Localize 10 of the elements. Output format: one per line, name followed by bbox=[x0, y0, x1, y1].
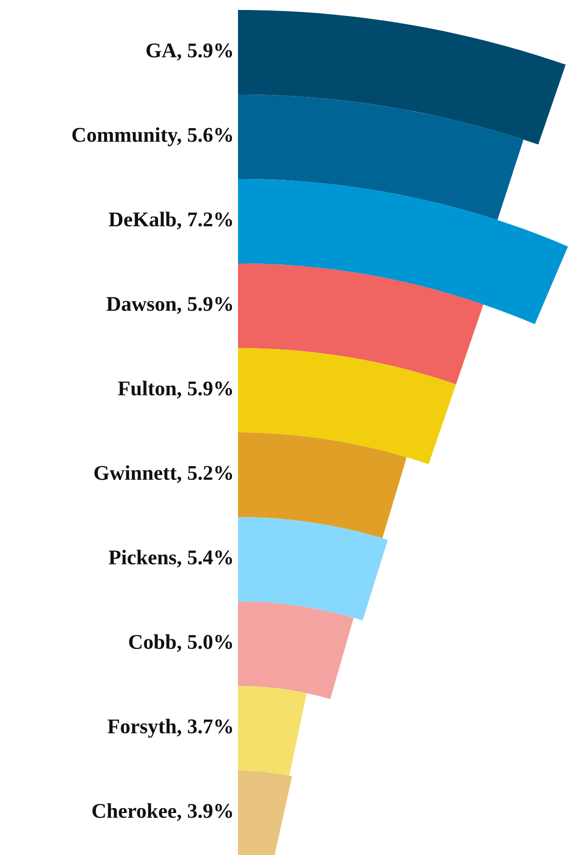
data-label: Cobb, 5.0% bbox=[129, 634, 232, 652]
data-label: Community, 5.6% bbox=[72, 127, 232, 146]
data-label: Dawson, 5.9% bbox=[106, 296, 232, 314]
data-label: Pickens, 5.4% bbox=[108, 550, 232, 568]
data-label: Forsyth, 3.7% bbox=[108, 718, 232, 738]
data-label: GA, 5.9% bbox=[146, 43, 232, 60]
data-label: Gwinnett, 5.2% bbox=[94, 465, 232, 483]
data-label: Cherokee, 3.9% bbox=[92, 803, 232, 821]
data-label: Fulton, 5.9% bbox=[118, 380, 232, 398]
data-label: DeKalb, 7.2% bbox=[108, 212, 232, 230]
